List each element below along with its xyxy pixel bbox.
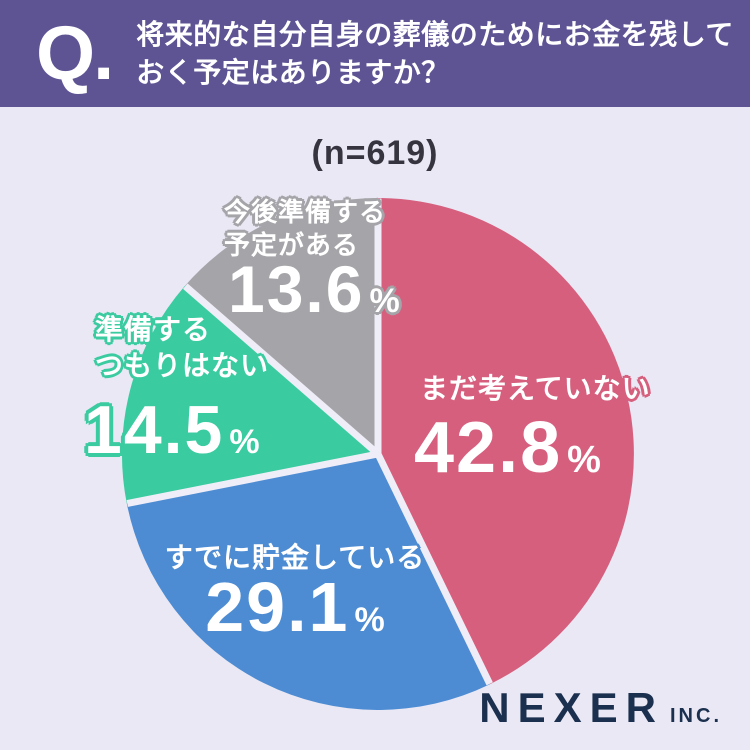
segment-value-no-intention: 14.5 % (84, 396, 260, 464)
pie-segment (121, 285, 379, 504)
segment-value-plan-future: 13.6 % (228, 256, 400, 322)
segment-label-line-1: 今後準備する (224, 197, 387, 227)
percent-sign: % (369, 282, 400, 320)
segment-percentage: 14.5 (84, 392, 225, 468)
segment-percentage: 42.8 (414, 408, 563, 488)
segment-label-already-saving: すでに貯金している (164, 542, 426, 573)
segment-label-line-2: 予定がある (224, 230, 360, 260)
segment-divider (126, 450, 379, 507)
segment-label-line-2: つもりはない (95, 350, 270, 381)
question-text: 将来的な自分自身の葬儀のためにお金を残して おく予定はありますか？ (136, 16, 734, 92)
segment-value-not-considered: 42.8 % (414, 412, 601, 484)
percent-sign: % (354, 601, 385, 639)
segment-divider (374, 452, 493, 686)
sample-size-label: (n=619) (311, 134, 439, 172)
pie-segment (184, 198, 378, 454)
question-header: Q. 将来的な自分自身の葬儀のためにお金を残して おく予定はありますか？ (0, 0, 750, 107)
segment-divider (183, 283, 381, 457)
segment-label-line-1: 準備する (95, 314, 212, 345)
pie-segment (126, 454, 490, 710)
nexer-logo: NEXER INC. (479, 684, 722, 732)
segment-label-no-intention: 準備する つもりはない (95, 312, 269, 384)
segment-label-not-considered: まだ考えていない (420, 373, 651, 404)
pie-svg (121, 198, 634, 710)
question-line-2: おく予定はありますか？ (136, 56, 450, 88)
pie-segment (378, 198, 634, 685)
segment-percentage: 29.1 (205, 568, 350, 646)
question-line-1: 将来的な自分自身の葬儀のためにお金を残して (136, 18, 734, 50)
segment-value-already-saving: 29.1 % (140, 572, 450, 642)
q-mark: Q. (36, 10, 114, 96)
brand-name: NEXER (479, 684, 664, 731)
pie-chart: まだ考えていない 42.8 % すでに貯金している 29.1 % 準備する つも… (0, 160, 750, 750)
percent-sign: % (229, 423, 260, 461)
segment-percentage: 13.6 (228, 252, 365, 326)
percent-sign: % (567, 439, 601, 481)
brand-suffix: INC. (670, 705, 722, 727)
segment-label-plan-future: 今後準備する 予定がある (224, 196, 386, 262)
